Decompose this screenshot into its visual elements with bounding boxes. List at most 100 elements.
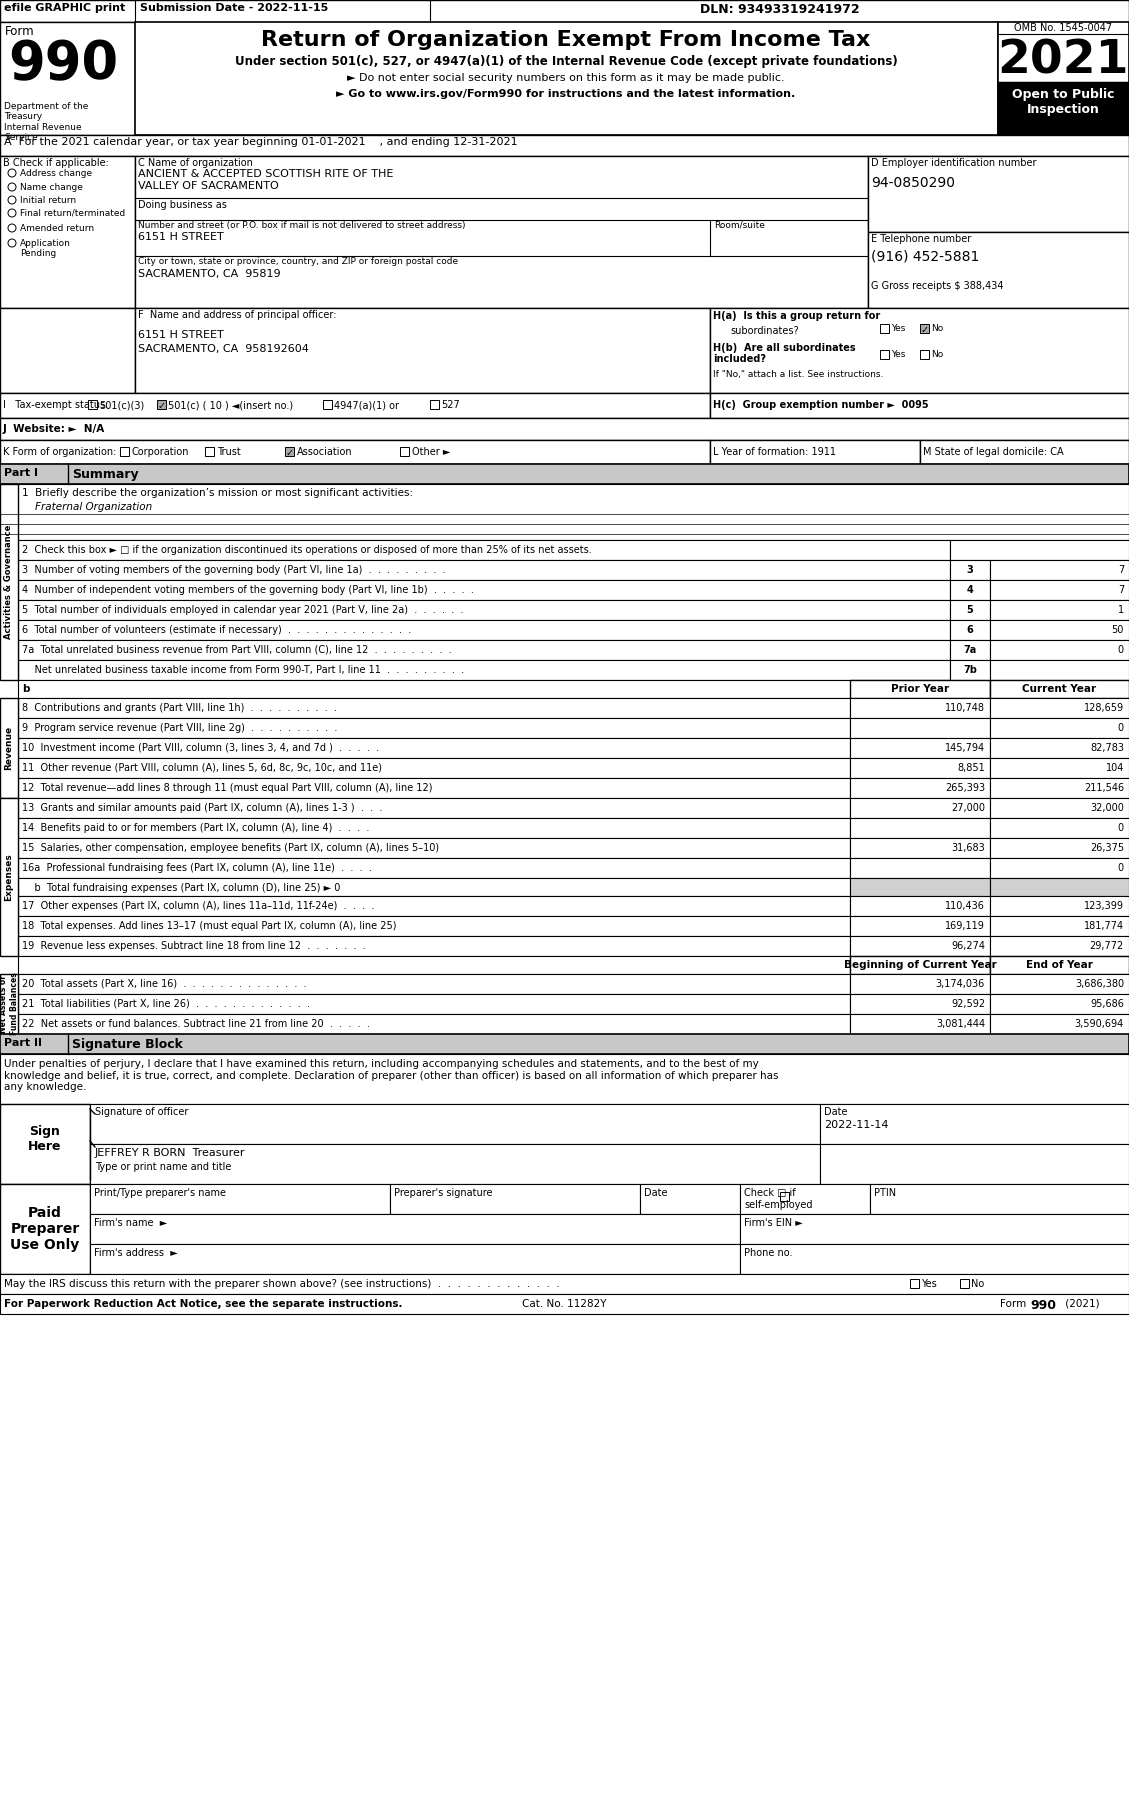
Circle shape [8,169,16,178]
Text: 0: 0 [1118,646,1124,655]
Text: ✓: ✓ [286,448,295,457]
Text: 265,393: 265,393 [945,784,984,793]
Bar [850,916,990,936]
Text: 26,375: 26,375 [1089,844,1124,853]
Text: 0: 0 [1118,824,1124,833]
Bar [18,798,850,818]
Text: Prior Year: Prior Year [891,684,949,695]
Bar [990,561,1129,580]
Text: E Telephone number: E Telephone number [870,234,971,245]
Circle shape [8,209,16,218]
Text: 13  Grants and similar amounts paid (Part IX, column (A), lines 1-3 )  .  .  .: 13 Grants and similar amounts paid (Part… [21,804,383,813]
Text: F  Name and address of principal officer:: F Name and address of principal officer: [138,310,336,319]
Bar [850,798,990,818]
Text: Summary: Summary [72,468,139,481]
Text: D Employer identification number: D Employer identification number [870,158,1036,169]
Text: Return of Organization Exempt From Income Tax: Return of Organization Exempt From Incom… [261,31,870,51]
Text: 2022-11-14: 2022-11-14 [824,1119,889,1130]
Text: 3,174,036: 3,174,036 [936,980,984,989]
Text: H(b)  Are all subordinates: H(b) Are all subordinates [714,343,856,354]
Text: Beginning of Current Year: Beginning of Current Year [843,960,997,970]
Bar [850,858,990,878]
Bar [18,956,850,974]
Text: 32,000: 32,000 [1091,804,1124,813]
Text: ► Do not enter social security numbers on this form as it may be made public.: ► Do not enter social security numbers o… [348,73,785,83]
Text: Name change: Name change [20,183,82,192]
Text: SACRAMENTO, CA  95819: SACRAMENTO, CA 95819 [138,268,281,279]
Text: SACRAMENTO, CA  958192604: SACRAMENTO, CA 958192604 [138,345,309,354]
Circle shape [8,239,16,247]
Bar [990,936,1129,956]
Text: 501(c)(3): 501(c)(3) [99,401,145,410]
Text: Under section 501(c), 527, or 4947(a)(1) of the Internal Revenue Code (except pr: Under section 501(c), 527, or 4947(a)(1)… [235,54,898,67]
Bar [390,1185,640,1214]
Bar [18,698,850,718]
Bar [0,1293,1129,1313]
Bar [120,446,129,455]
Text: 7: 7 [1118,584,1124,595]
Bar [990,698,1129,718]
Text: Submission Date - 2022-11-15: Submission Date - 2022-11-15 [140,4,329,13]
Bar [990,778,1129,798]
Text: 27,000: 27,000 [951,804,984,813]
Text: 169,119: 169,119 [945,922,984,931]
Text: 50: 50 [1112,626,1124,635]
Bar [157,401,166,408]
Bar [88,401,97,408]
Circle shape [8,196,16,203]
Bar [0,484,18,680]
Bar [18,660,949,680]
Text: Net unrelated business taxable income from Form 990-T, Part I, line 11  .  .  . : Net unrelated business taxable income fr… [21,666,464,675]
Bar [820,1145,1129,1185]
Text: Expenses: Expenses [5,853,14,902]
Bar [990,640,1129,660]
Bar [990,758,1129,778]
Bar [90,1244,739,1273]
Bar [0,698,18,798]
Bar [990,680,1129,698]
Text: Print/Type preparer's name: Print/Type preparer's name [94,1188,226,1197]
Bar [949,620,990,640]
Text: 4  Number of independent voting members of the governing body (Part VI, line 1b): 4 Number of independent voting members o… [21,584,474,595]
Text: J  Website: ►  N/A: J Website: ► N/A [3,424,105,434]
Bar [135,156,868,308]
Bar [323,401,332,408]
Bar [990,738,1129,758]
Text: Room/suite: Room/suite [714,221,764,230]
Text: For Paperwork Reduction Act Notice, see the separate instructions.: For Paperwork Reduction Act Notice, see … [5,1299,403,1310]
Bar [0,974,18,1034]
Bar [0,1185,90,1273]
Bar [850,896,990,916]
Text: C Name of organization: C Name of organization [138,158,253,169]
Text: Other ►: Other ► [412,446,450,457]
Bar [18,896,850,916]
Bar [18,936,850,956]
Bar [910,1279,919,1288]
Text: 7: 7 [1118,564,1124,575]
Bar [850,994,990,1014]
Text: 7a: 7a [963,646,977,655]
Bar [990,916,1129,936]
Bar [820,1105,1129,1145]
Text: 5  Total number of individuals employed in calendar year 2021 (Part V, line 2a) : 5 Total number of individuals employed i… [21,606,464,615]
Bar [0,1273,1129,1293]
Text: City or town, state or province, country, and ZIP or foreign postal code: City or town, state or province, country… [138,258,458,267]
Text: 501(c) ( 10 ) ◄(insert no.): 501(c) ( 10 ) ◄(insert no.) [168,401,294,410]
Text: 145,794: 145,794 [945,744,984,753]
Text: 22  Net assets or fund balances. Subtract line 21 from line 20  .  .  .  .  .: 22 Net assets or fund balances. Subtract… [21,1019,370,1029]
Text: ► Go to www.irs.gov/Form990 for instructions and the latest information.: ► Go to www.irs.gov/Form990 for instruct… [336,89,796,100]
Bar [990,718,1129,738]
Text: 1: 1 [1118,606,1124,615]
Text: Date: Date [824,1107,848,1117]
Bar [0,22,135,134]
Bar [18,778,850,798]
Text: B Check if applicable:: B Check if applicable: [3,158,108,169]
Text: 6  Total number of volunteers (estimate if necessary)  .  .  .  .  .  .  .  .  .: 6 Total number of volunteers (estimate i… [21,626,411,635]
Bar [990,974,1129,994]
Bar [990,798,1129,818]
Text: 3,686,380: 3,686,380 [1075,980,1124,989]
Bar [949,561,990,580]
Text: 19  Revenue less expenses. Subtract line 18 from line 12  .  .  .  .  .  .  .: 19 Revenue less expenses. Subtract line … [21,941,366,951]
Text: ✓: ✓ [921,325,929,336]
Text: 211,546: 211,546 [1084,784,1124,793]
